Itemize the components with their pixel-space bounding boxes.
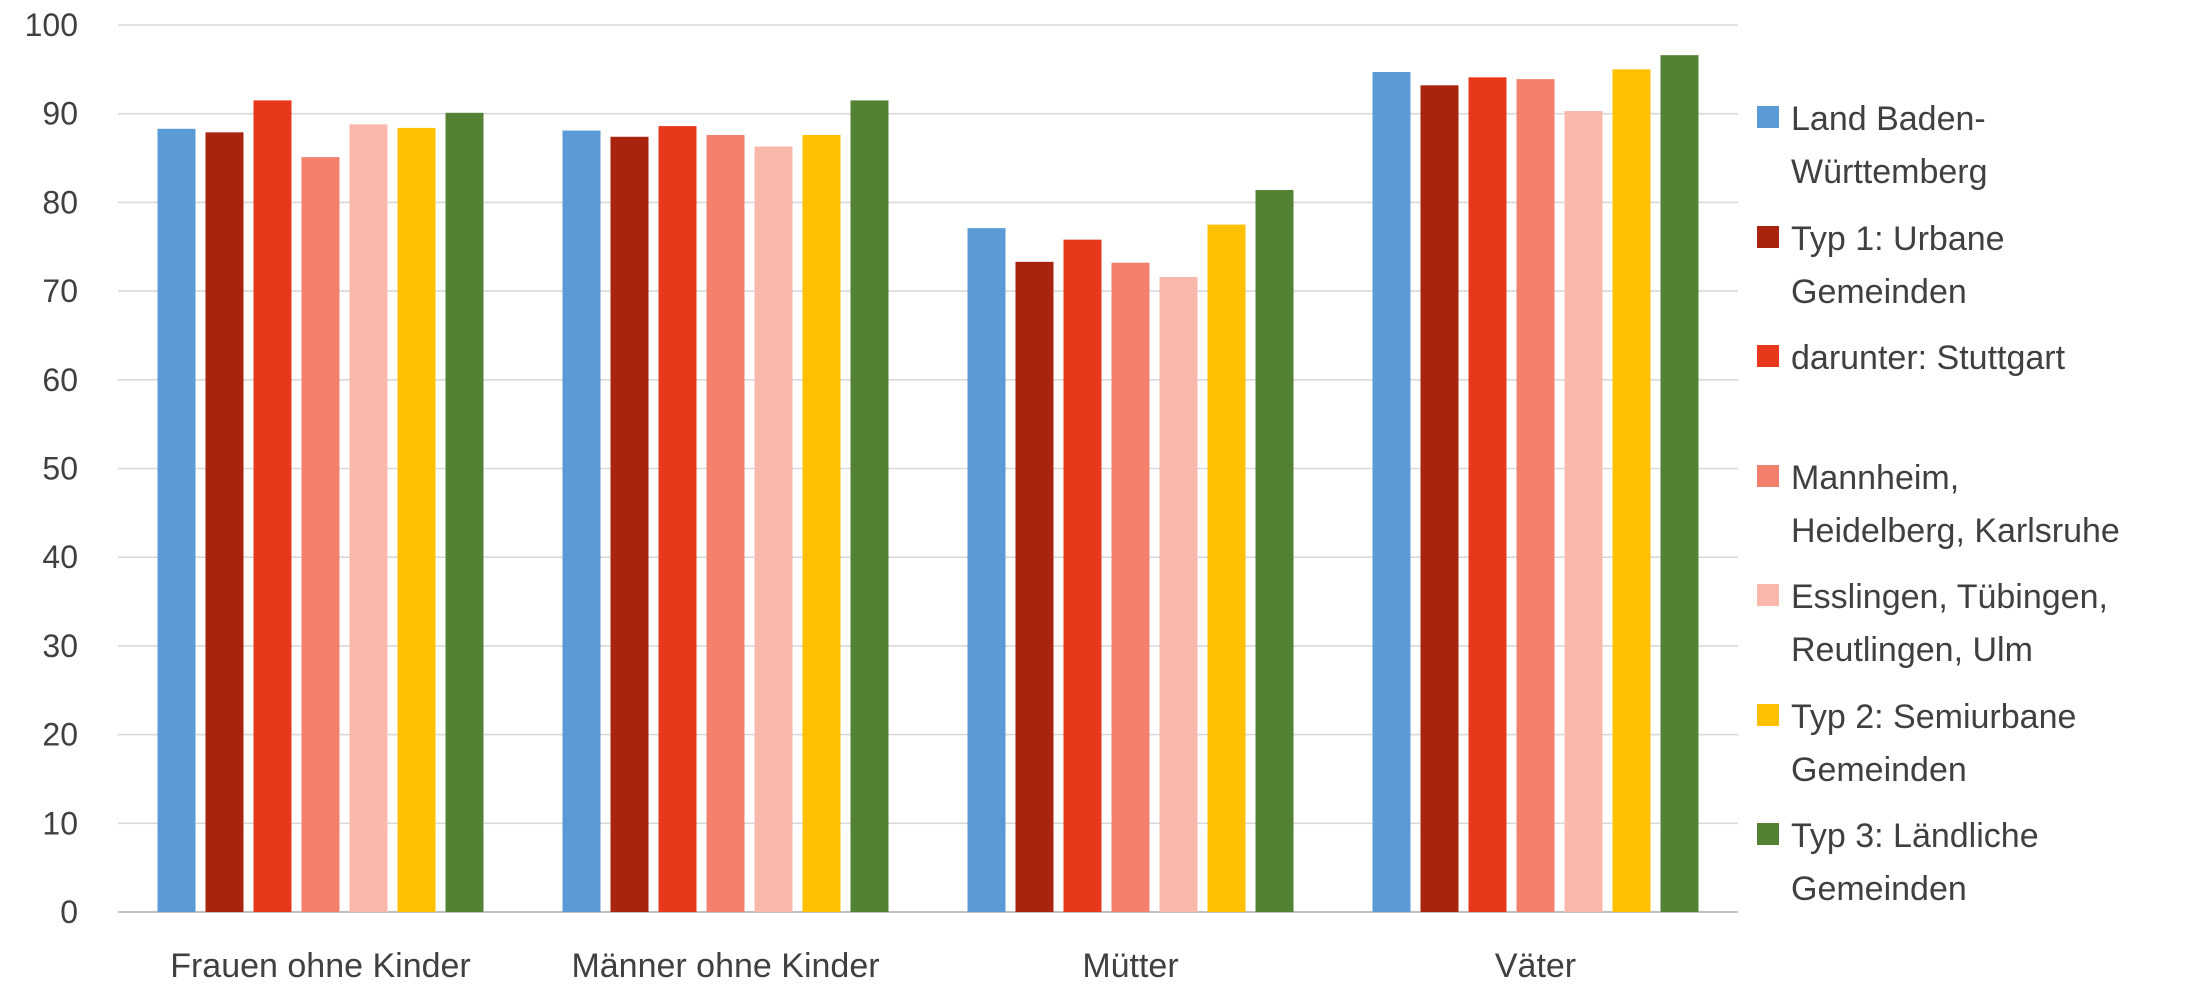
bar bbox=[802, 134, 841, 912]
bar bbox=[1612, 69, 1651, 913]
gridlines bbox=[118, 24, 1738, 913]
legend-label: Typ 2: Semiurbane Gemeinden bbox=[1791, 698, 2076, 789]
y-tick-label: 0 bbox=[60, 894, 78, 930]
y-tick-label: 90 bbox=[42, 96, 78, 132]
bars bbox=[157, 55, 1699, 913]
bar bbox=[610, 136, 649, 913]
bar bbox=[1420, 85, 1459, 913]
bar bbox=[301, 157, 340, 913]
bar bbox=[1372, 72, 1411, 913]
bar bbox=[205, 132, 244, 912]
y-tick-label: 10 bbox=[42, 805, 78, 841]
bar bbox=[850, 100, 889, 912]
y-tick-label: 80 bbox=[42, 184, 78, 220]
legend-swatch bbox=[1757, 584, 1779, 606]
legend-label: Mannheim, Heidelberg, Karlsruhe bbox=[1791, 459, 2120, 550]
legend-label: Typ 3: Ländliche Gemeinden bbox=[1791, 817, 2039, 908]
bar bbox=[1516, 79, 1555, 913]
bar bbox=[445, 112, 484, 913]
y-tick-label: 20 bbox=[42, 717, 78, 753]
x-tick-label: Frauen ohne Kinder bbox=[170, 947, 471, 984]
legend-label: Esslingen, Tübingen, Reutlingen, Ulm bbox=[1791, 578, 2108, 669]
bar bbox=[658, 126, 697, 913]
bar bbox=[157, 128, 196, 913]
y-tick-label: 100 bbox=[25, 7, 78, 43]
bar bbox=[397, 127, 436, 913]
bar bbox=[1159, 276, 1198, 913]
bar bbox=[562, 130, 601, 913]
y-tick-label: 60 bbox=[42, 362, 78, 398]
legend: Land Baden-Württemberg Typ 1: Urbane Gemei… bbox=[1757, 100, 2120, 908]
legend-swatch bbox=[1757, 704, 1779, 726]
bar bbox=[754, 146, 793, 913]
x-tick-label: Männer ohne Kinder bbox=[571, 947, 879, 984]
bar bbox=[1660, 55, 1699, 912]
y-tick-label: 50 bbox=[42, 451, 78, 487]
bar bbox=[1564, 111, 1603, 912]
legend-swatch bbox=[1757, 226, 1779, 248]
axes: 0 10 20 30 40 50 60 70 80 90 100 Frauen ohne Kinder… bbox=[25, 7, 1577, 985]
bar bbox=[967, 228, 1006, 913]
legend-label: darunter: Stuttgart bbox=[1791, 339, 2066, 377]
bar bbox=[1111, 262, 1150, 912]
y-tick-label: 40 bbox=[42, 539, 78, 575]
legend-swatch bbox=[1757, 345, 1779, 367]
y-tick-label: 70 bbox=[42, 273, 78, 309]
bar bbox=[253, 100, 292, 912]
bar bbox=[706, 134, 745, 912]
bar bbox=[1015, 261, 1054, 913]
legend-swatch bbox=[1757, 465, 1779, 487]
bar bbox=[349, 124, 388, 913]
bar bbox=[1468, 77, 1507, 912]
legend-swatch bbox=[1757, 106, 1779, 128]
legend-swatch bbox=[1757, 823, 1779, 845]
legend-label: Typ 1: Urbane Gemeinden bbox=[1791, 220, 2005, 311]
y-tick-label: 30 bbox=[42, 628, 78, 664]
x-tick-label: Väter bbox=[1495, 947, 1576, 984]
x-tick-label: Mütter bbox=[1082, 947, 1178, 984]
legend-label: Land Baden-Württemberg bbox=[1791, 100, 1988, 191]
bar bbox=[1063, 239, 1102, 913]
bar bbox=[1207, 224, 1246, 912]
bar bbox=[1255, 189, 1294, 912]
